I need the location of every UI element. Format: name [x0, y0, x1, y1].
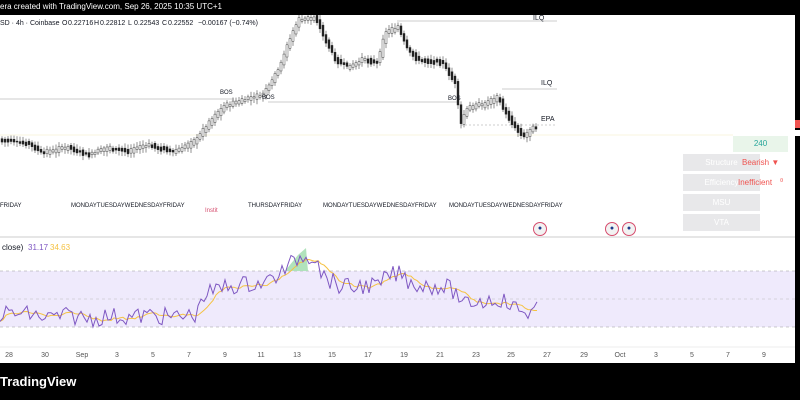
- session-marker: Instit: [205, 208, 218, 214]
- xaxis-tick: 21: [436, 352, 444, 359]
- ilq-label: ILQ: [541, 80, 553, 87]
- xaxis-tick: 27: [543, 352, 551, 359]
- xaxis-tick: 30: [41, 352, 49, 359]
- high-label: H: [94, 20, 100, 27]
- us-flag-icon[interactable]: ●: [622, 222, 636, 236]
- price-scale-marker: [795, 130, 800, 136]
- candles: [0, 15, 538, 161]
- xaxis-ticks: 28 30 Sep 3 5 7 9 11 13 15 17 19 21 23 25 27 29 Oct 3 5 7 9: [5, 352, 766, 359]
- symbol-info: SD · 4h · Coinbase: [0, 20, 60, 27]
- low-label: L: [128, 20, 132, 27]
- rsi-value: 31.17: [28, 243, 49, 252]
- bos-label-3: BOS: [262, 95, 275, 101]
- xaxis-tick: 11: [257, 352, 264, 359]
- xaxis-tick: 29: [580, 352, 588, 359]
- efficiency-icon: ¤: [780, 178, 784, 184]
- us-flag-icon[interactable]: ●: [533, 222, 547, 236]
- open-value: 0.22716: [68, 20, 94, 27]
- close-value: 0.22552: [168, 20, 194, 27]
- xaxis-tick: 28: [5, 352, 13, 359]
- day-label-3: THURSDAYFRIDAY: [248, 203, 303, 209]
- price-scale-marker: [795, 120, 800, 128]
- top-bar: era created with TradingView.com, Sep 26…: [0, 0, 800, 15]
- xaxis-tick: 5: [151, 352, 155, 359]
- close-label: C: [162, 20, 168, 27]
- xaxis-tick: 9: [762, 352, 766, 359]
- structure-value: Bearish ▼: [742, 158, 780, 167]
- low-value: 0.22543: [134, 20, 160, 27]
- day-label-2: MONDAYTUESDAYWEDNESDAYFRIDAY: [71, 203, 185, 209]
- header-text: era created with TradingView.com, Sep 26…: [0, 2, 222, 11]
- chart-area[interactable]: 28 30 Sep 3 5 7 9 11 13 15 17 19 21 23 25 27 29 Oct 3 5 7 9 S…: [0, 15, 795, 363]
- xaxis-tick: 17: [364, 352, 372, 359]
- efficiency-value: Inefficient: [738, 178, 773, 187]
- xaxis-tick: Oct: [615, 352, 626, 359]
- rsi-ma-value: 34.63: [50, 243, 71, 252]
- rsi-line: [0, 254, 538, 329]
- bos-label-2: BOS: [448, 96, 461, 102]
- xaxis-tick: Sep: [76, 352, 89, 359]
- xaxis-tick: 13: [293, 352, 301, 359]
- xaxis-tick: 19: [400, 352, 408, 359]
- xaxis-tick: 3: [115, 352, 119, 359]
- xaxis-tick: 7: [726, 352, 730, 359]
- change-value: −0.00167 (−0.74%): [198, 20, 258, 27]
- xaxis-tick: 25: [507, 352, 515, 359]
- day-label-4: MONDAYTUESDAYWEDNESDAYFRIDAY: [323, 203, 437, 209]
- us-flag-icon[interactable]: ●: [605, 222, 619, 236]
- efficiency-button[interactable]: Efficiency: [683, 174, 760, 191]
- xaxis-tick: 9: [223, 352, 227, 359]
- brand-bar: TradingView: [0, 363, 800, 400]
- xaxis-tick: 23: [472, 352, 480, 359]
- epa-label: EPA: [541, 116, 555, 123]
- vta-button[interactable]: VTA: [683, 214, 760, 231]
- rsi-overbought-fill: [285, 248, 308, 271]
- day-label-1: FRIDAY: [0, 203, 22, 209]
- rsi-label: close): [2, 243, 24, 252]
- day-label-5: MONDAYTUESDAYWEDNESDAYFRIDAY: [449, 203, 563, 209]
- open-label: O: [62, 20, 68, 27]
- price-scale-strip: [795, 15, 800, 363]
- price-tag: 240: [733, 136, 788, 152]
- bos-label-1: BOS: [220, 90, 233, 96]
- xaxis-tick: 5: [690, 352, 694, 359]
- top-label: ILQ: [533, 15, 545, 22]
- xaxis-tick: 3: [654, 352, 658, 359]
- structure-button[interactable]: Structure: [683, 154, 760, 171]
- high-value: 0.22812: [100, 20, 126, 27]
- tradingview-logo[interactable]: TradingView: [0, 374, 77, 389]
- xaxis-tick: 15: [328, 352, 336, 359]
- xaxis-tick: 7: [187, 352, 191, 359]
- msu-button[interactable]: MSU: [683, 194, 760, 211]
- session-lines: [0, 20, 733, 136]
- chart-canvas[interactable]: 28 30 Sep 3 5 7 9 11 13 15 17 19 21 23 25 27 29 Oct 3 5 7 9: [0, 15, 795, 363]
